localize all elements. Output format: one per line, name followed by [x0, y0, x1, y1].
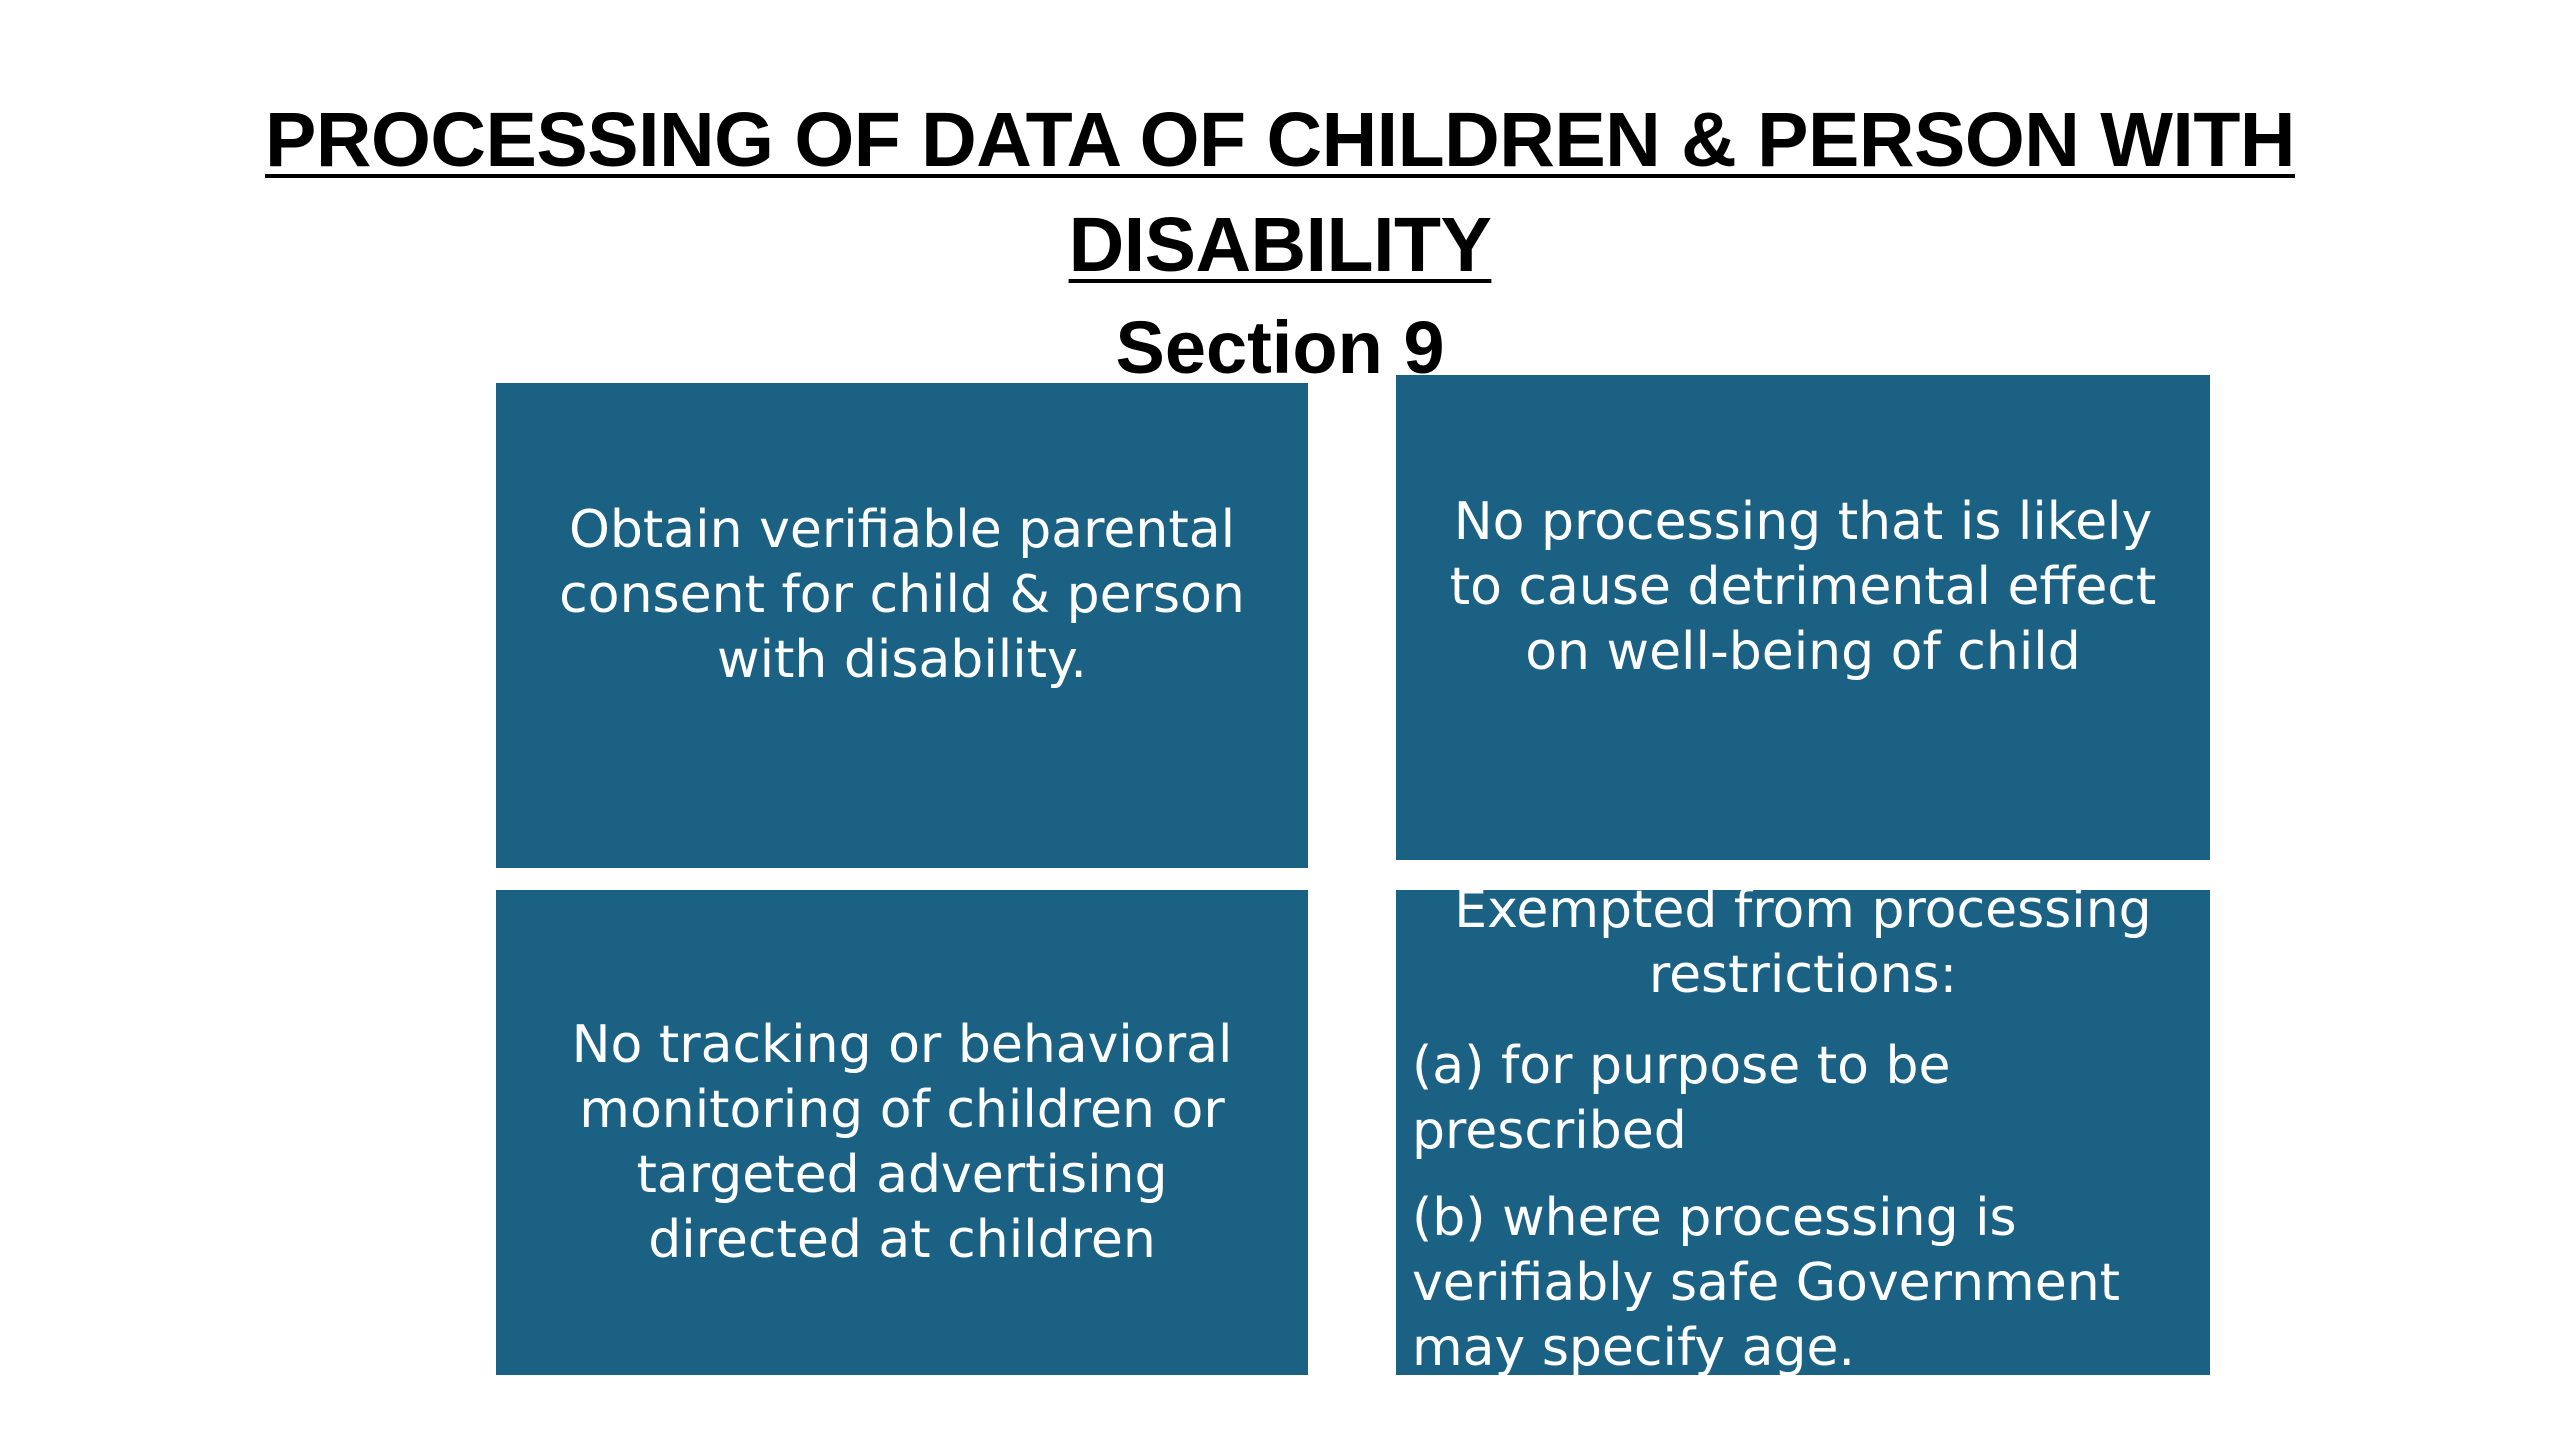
consent-box: Obtain verifiable parental consent for c… [496, 383, 1308, 868]
consent-box-text: Obtain verifiable parental consent for c… [559, 500, 1245, 690]
exemptions-heading: Exempted from processing restrictions: [1454, 890, 2152, 1005]
slide-subtitle: Section 9 [1115, 306, 1445, 389]
exemption-item-a: (a) for purpose to be prescribed [1412, 1036, 1951, 1161]
slide-title-line-2: DISABILITY [1068, 202, 1492, 288]
exemption-item-b: (b) where processing is verifiably safe … [1412, 1188, 2121, 1375]
no-detrimental-processing-box-text: No processing that is likely to cause de… [1449, 492, 2157, 682]
slide-title-line-1: PROCESSING OF DATA OF CHILDREN & PERSON … [265, 97, 2295, 183]
no-tracking-box: No tracking or behavioral monitoring of … [496, 890, 1308, 1375]
no-tracking-box-text: No tracking or behavioral monitoring of … [571, 1014, 1233, 1270]
no-detrimental-processing-box: No processing that is likely to cause de… [1396, 375, 2210, 860]
exemptions-box: Exempted from processing restrictions: (… [1396, 890, 2210, 1375]
